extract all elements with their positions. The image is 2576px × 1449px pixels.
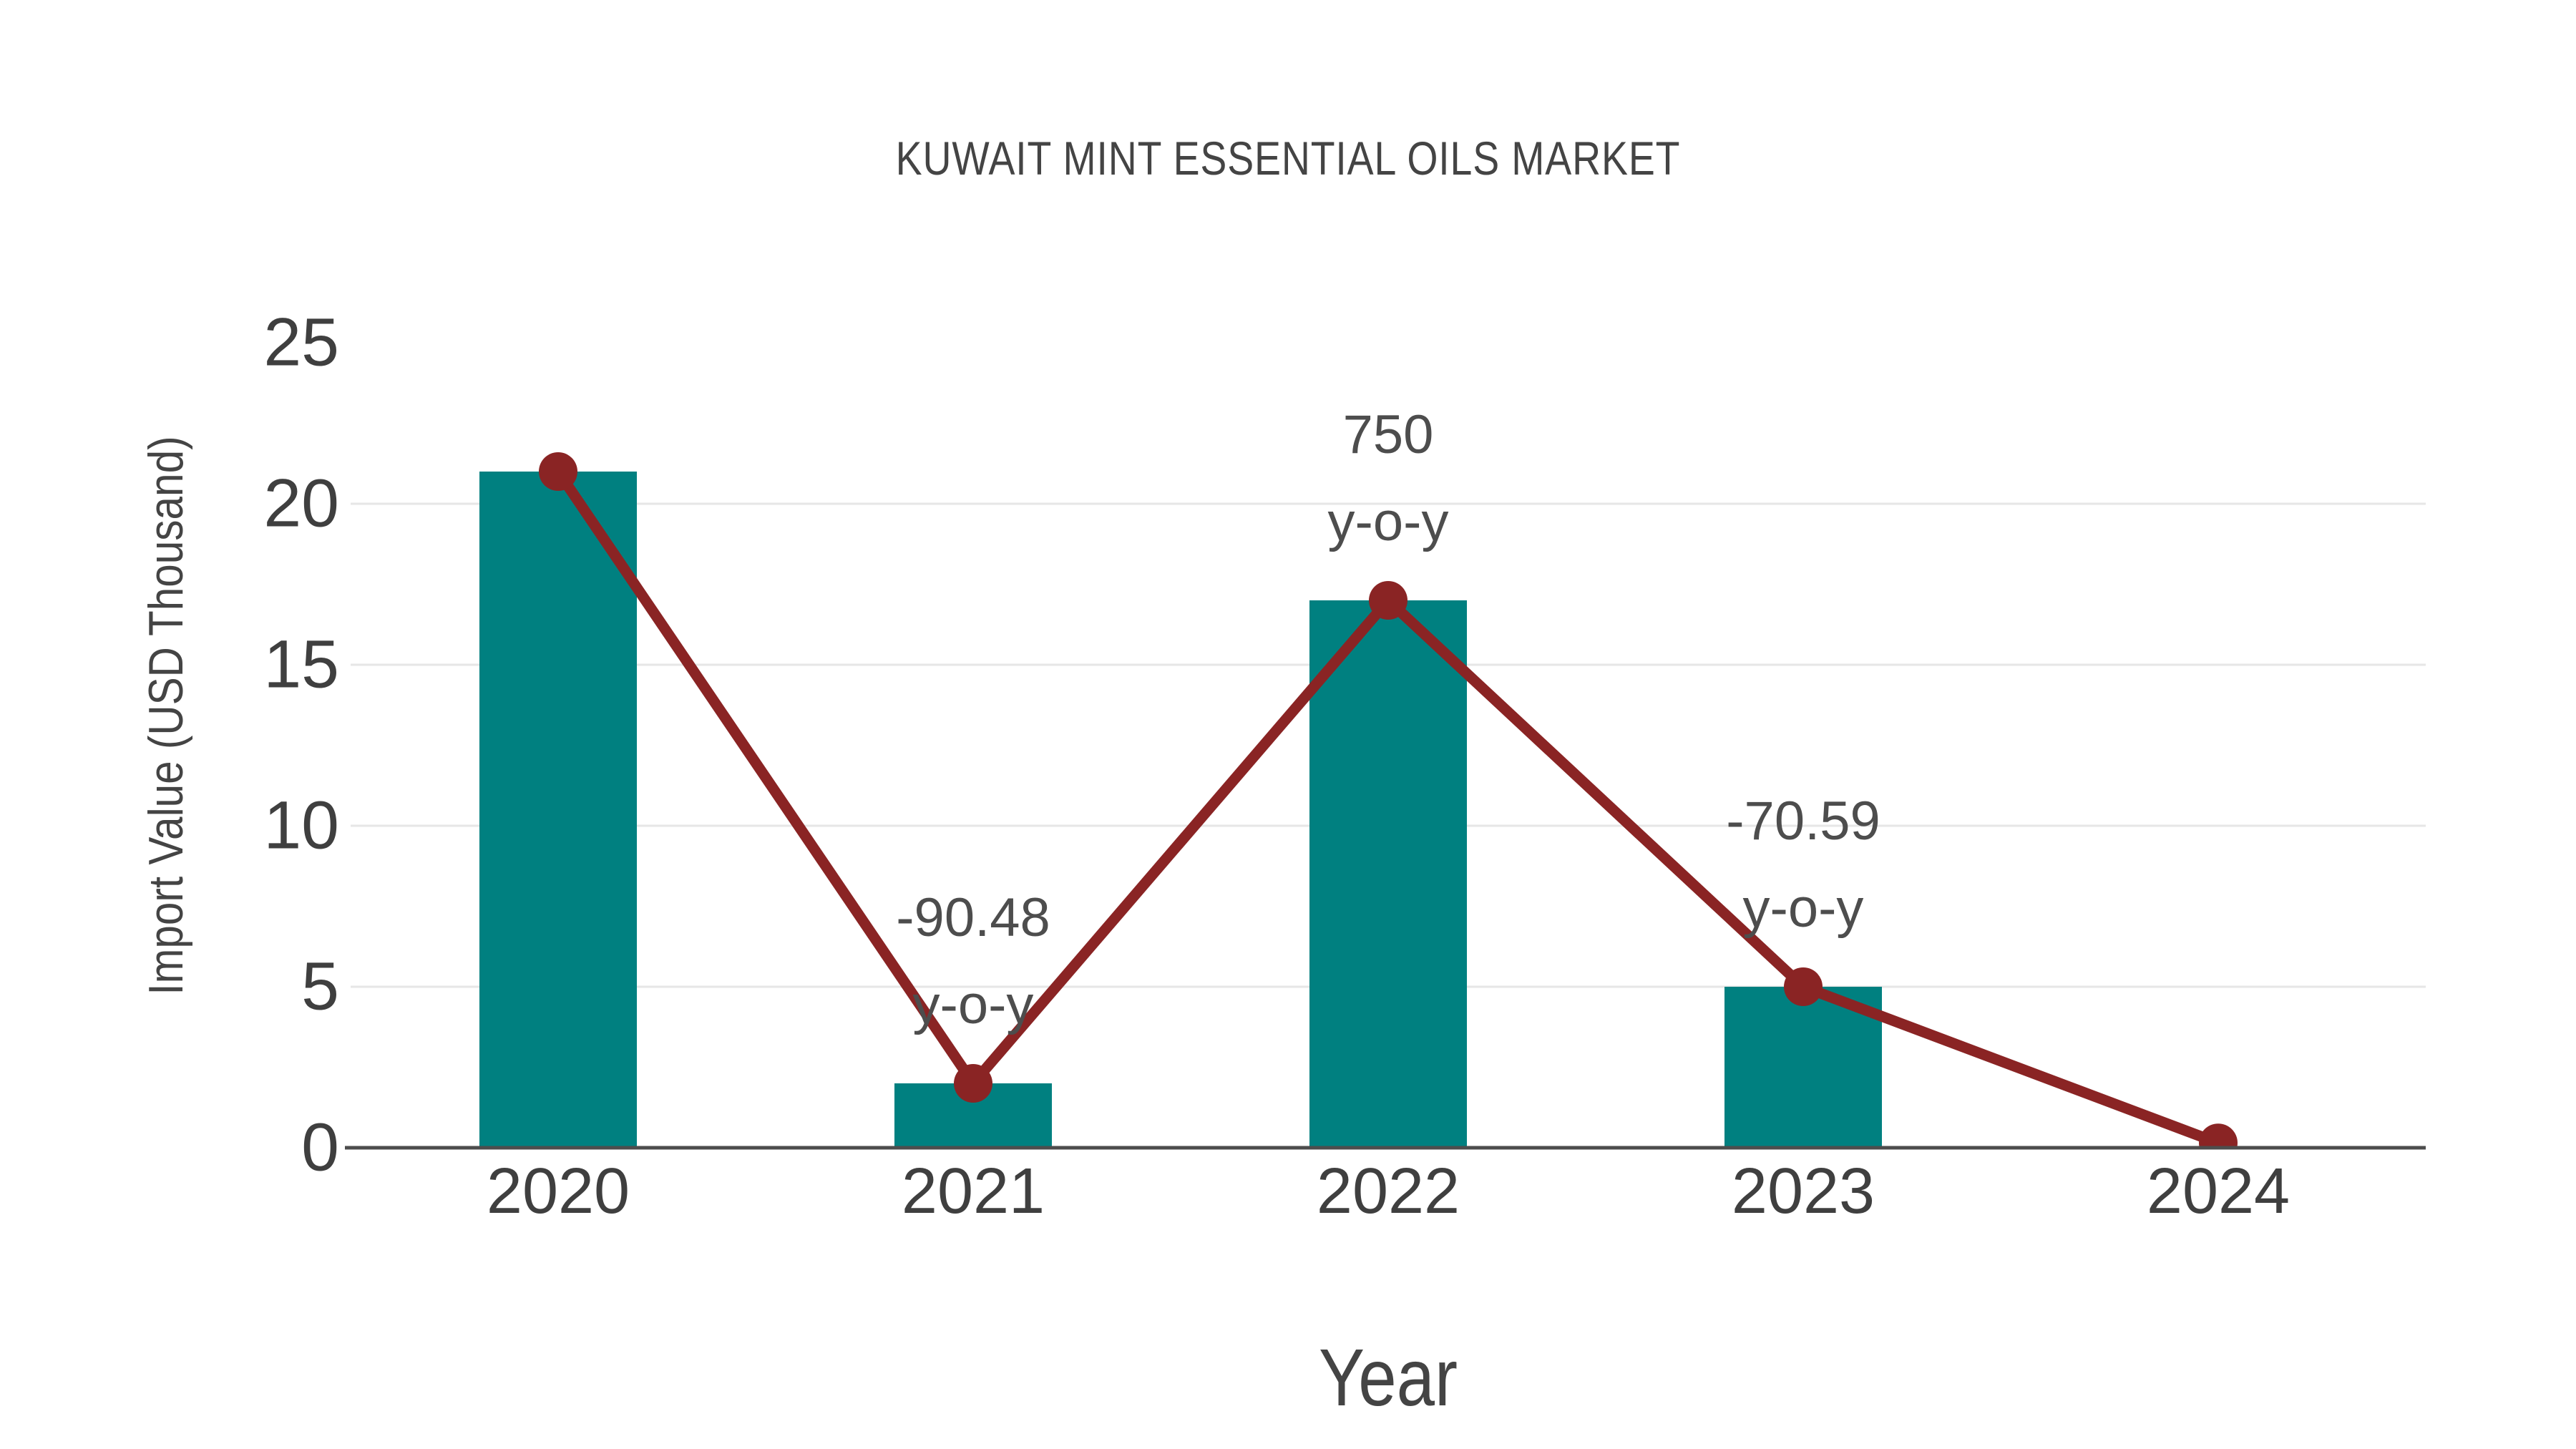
bar-2023: [1724, 987, 1882, 1148]
marker-2020: [539, 452, 577, 491]
marker-2021: [954, 1064, 992, 1103]
chart-title: KUWAIT MINT ESSENTIAL OILS MARKET: [895, 132, 1681, 185]
marker-2024: [2199, 1123, 2238, 1146]
bar-2020: [479, 472, 637, 1148]
marker-2022: [1369, 581, 1407, 620]
marker-2023: [1784, 967, 1823, 1006]
bar-2022: [1309, 600, 1467, 1148]
line-series-group: [539, 452, 2238, 1146]
y-axis-title: Import Value (USD Thousand): [139, 436, 193, 995]
x-axis-title: Year: [1318, 1332, 1458, 1423]
